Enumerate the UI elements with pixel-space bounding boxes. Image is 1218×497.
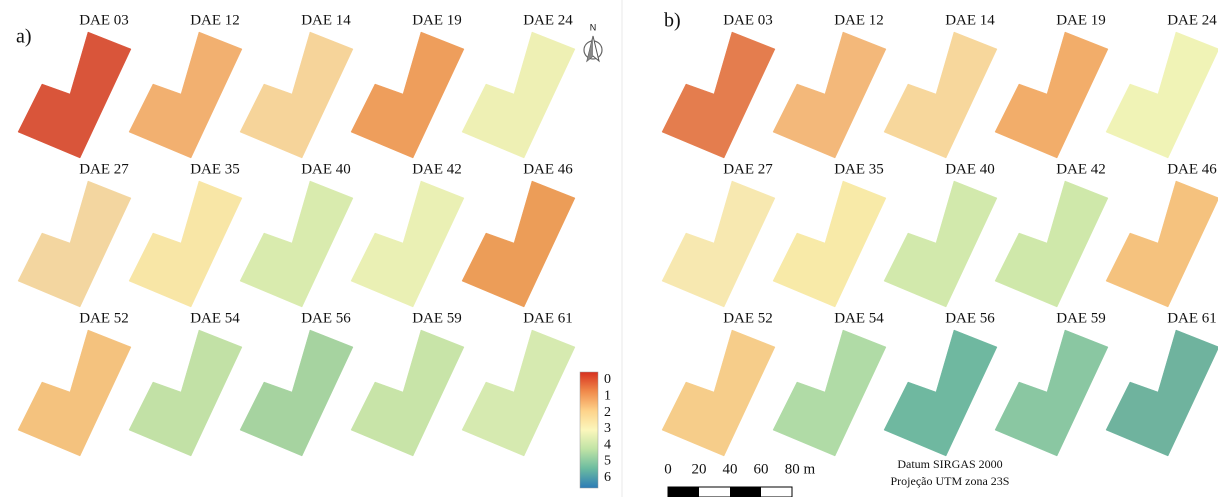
map-label: DAE 12 [834,12,884,28]
colorbar-label: 1 [604,389,611,404]
map-label: DAE 46 [1167,161,1217,177]
map-label: DAE 03 [723,12,773,28]
map-label: DAE 24 [1167,12,1217,28]
scale-label: 60 [754,461,769,477]
datum-text: Projeção UTM zona 23S [891,474,1010,488]
north-label: N [590,22,597,32]
map-label: DAE 14 [301,12,351,28]
scale-bar [668,487,792,497]
map-label: DAE 61 [523,310,573,326]
map-label: DAE 19 [412,12,462,28]
map-label: DAE 46 [523,161,573,177]
datum-text: Datum SIRGAS 2000 [897,457,1002,471]
map-label: DAE 27 [723,161,773,177]
map-label: DAE 27 [79,161,129,177]
map-label: DAE 54 [190,310,240,326]
panel-label: b) [664,10,681,32]
map-label: DAE 61 [1167,310,1217,326]
map-label: DAE 59 [1056,310,1106,326]
map-label: DAE 24 [523,12,573,28]
map-label: DAE 03 [79,12,129,28]
map-label: DAE 19 [1056,12,1106,28]
map-label: DAE 52 [79,310,129,326]
map-label: DAE 56 [945,310,995,326]
map-label: DAE 40 [945,161,995,177]
scale-label: 80 m [785,461,816,477]
colorbar [580,372,598,488]
colorbar-label: 5 [604,454,611,469]
colorbar-label: 4 [604,437,611,452]
scale-label: 0 [664,461,672,477]
map-label: DAE 42 [412,161,462,177]
map-label: DAE 42 [1056,161,1106,177]
map-label: DAE 52 [723,310,773,326]
panel-label: a) [16,26,32,48]
map-label: DAE 40 [301,161,351,177]
map-label: DAE 12 [190,12,240,28]
scale-label: 40 [723,461,738,477]
map-label: DAE 35 [190,161,240,177]
map-label: DAE 59 [412,310,462,326]
figure: N Datum SIRGAS 2000 Projeção UTM zona 23… [0,0,1218,497]
colorbar-label: 3 [604,421,611,436]
map-label: DAE 54 [834,310,884,326]
map-label: DAE 56 [301,310,351,326]
colorbar-label: 6 [604,470,611,485]
scale-label: 20 [692,461,707,477]
colorbar-label: 0 [604,372,611,387]
map-label: DAE 35 [834,161,884,177]
map-label: DAE 14 [945,12,995,28]
colorbar-label: 2 [604,405,611,420]
